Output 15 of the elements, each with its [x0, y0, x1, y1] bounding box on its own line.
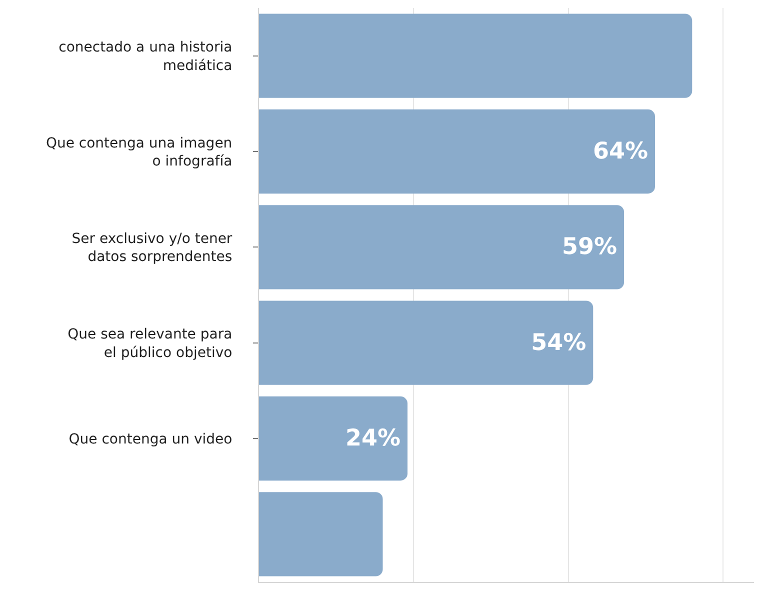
bar: [259, 300, 594, 385]
data-label: 24%: [345, 426, 400, 452]
y-tick-label: Ser exclusivo y/o tener datos sorprendentes: [72, 230, 232, 266]
y-tick-label: conectado a una historia mediática: [58, 40, 232, 74]
y-tick-label: Que contenga un video: [68, 431, 232, 448]
y-tick-label: Que contenga una imagen o infografía: [46, 135, 232, 170]
bar: [259, 396, 408, 481]
data-label: 64%: [592, 138, 648, 164]
bar: [259, 205, 624, 290]
data-label: 59%: [562, 234, 618, 260]
bar: [259, 109, 655, 194]
y-tick-label: Que sea relevante para el público objetivo: [68, 326, 232, 361]
data-label: 54%: [531, 330, 586, 356]
bar: [259, 492, 383, 576]
bar: [259, 14, 692, 98]
